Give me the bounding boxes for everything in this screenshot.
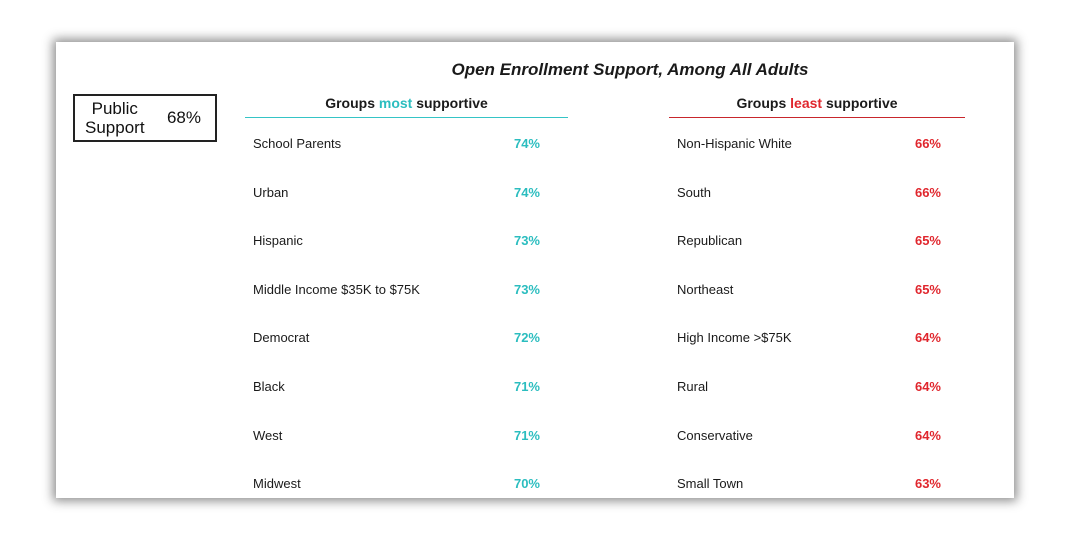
chart-title: Open Enrollment Support, Among All Adult… — [451, 60, 809, 79]
most-group-label: School Parents — [253, 136, 342, 151]
least-row: South 66% — [669, 183, 965, 203]
most-group-label: Midwest — [253, 476, 301, 492]
public-support-value: 68% — [166, 108, 201, 127]
least-row: Rural 64% — [669, 377, 965, 397]
most-group-value: 72% — [513, 330, 540, 346]
least-group-value: 64% — [914, 330, 941, 346]
most-group-value: 74% — [513, 184, 540, 200]
least-header-suffix: supportive — [822, 95, 898, 111]
least-group-value: 63% — [914, 476, 941, 492]
most-group-label: Middle Income $35K to $75K — [253, 281, 420, 297]
least-group-label: Conservative — [677, 427, 753, 443]
least-group-value: 66% — [914, 184, 941, 200]
most-row: School Parents 74% — [245, 134, 568, 154]
most-row: Hispanic 73% — [245, 231, 568, 251]
least-group-value: 65% — [914, 281, 941, 297]
most-row: Urban 74% — [245, 183, 568, 203]
most-row: West 71% — [245, 426, 568, 446]
least-row: Republican 65% — [669, 231, 965, 251]
least-group-value: 64% — [914, 379, 941, 394]
most-header-suffix: supportive — [412, 95, 488, 111]
least-row: Small Town 63% — [669, 474, 965, 494]
most-supportive-header: Groups most supportive — [245, 94, 568, 118]
least-group-label: Republican — [677, 233, 743, 249]
least-row: Northeast 65% — [669, 280, 965, 300]
most-group-value: 74% — [513, 136, 540, 151]
least-header-prefix: Groups — [736, 95, 791, 111]
public-support-box: Public Support 68% — [73, 94, 217, 142]
most-group-value: 73% — [513, 281, 540, 297]
most-group-label: Urban — [253, 184, 289, 200]
most-row: Black 71% — [245, 377, 568, 397]
public-support-label: Public Support — [85, 99, 145, 137]
most-header-prefix: Groups — [325, 95, 379, 111]
least-row: Non-Hispanic White 66% — [669, 134, 965, 154]
least-group-value: 66% — [914, 136, 941, 151]
most-row: Middle Income $35K to $75K 73% — [245, 280, 568, 300]
least-group-label: Small Town — [677, 476, 744, 492]
most-header-highlight: most — [378, 95, 413, 111]
slide: Open Enrollment Support, Among All Adult… — [56, 42, 1014, 498]
most-row: Midwest 70% — [245, 474, 568, 494]
most-group-value: 70% — [513, 476, 540, 492]
most-group-label: Hispanic — [253, 233, 303, 249]
least-group-label: Rural — [677, 379, 709, 394]
most-group-value: 73% — [513, 233, 540, 249]
most-row: Democrat 72% — [245, 328, 568, 348]
least-group-label: South — [677, 184, 711, 200]
least-group-value: 64% — [914, 427, 941, 443]
least-header-highlight: least — [790, 95, 823, 111]
least-row: Conservative 64% — [669, 426, 965, 446]
most-group-label: West — [253, 427, 283, 443]
least-group-label: Non-Hispanic White — [677, 136, 792, 151]
most-group-value: 71% — [513, 427, 540, 443]
most-group-value: 71% — [513, 379, 540, 394]
least-group-label: Northeast — [677, 281, 734, 297]
least-supportive-column: Groups least supportive Non-Hispanic Whi… — [669, 94, 965, 491]
most-group-label: Democrat — [253, 330, 310, 346]
most-group-label: Black — [253, 379, 285, 394]
least-supportive-header: Groups least supportive — [669, 94, 965, 118]
least-group-value: 65% — [914, 233, 941, 249]
least-row: High Income >$75K 64% — [669, 328, 965, 348]
least-group-label: High Income >$75K — [677, 330, 792, 346]
most-supportive-column: Groups most supportive School Parents 74%… — [245, 94, 568, 491]
